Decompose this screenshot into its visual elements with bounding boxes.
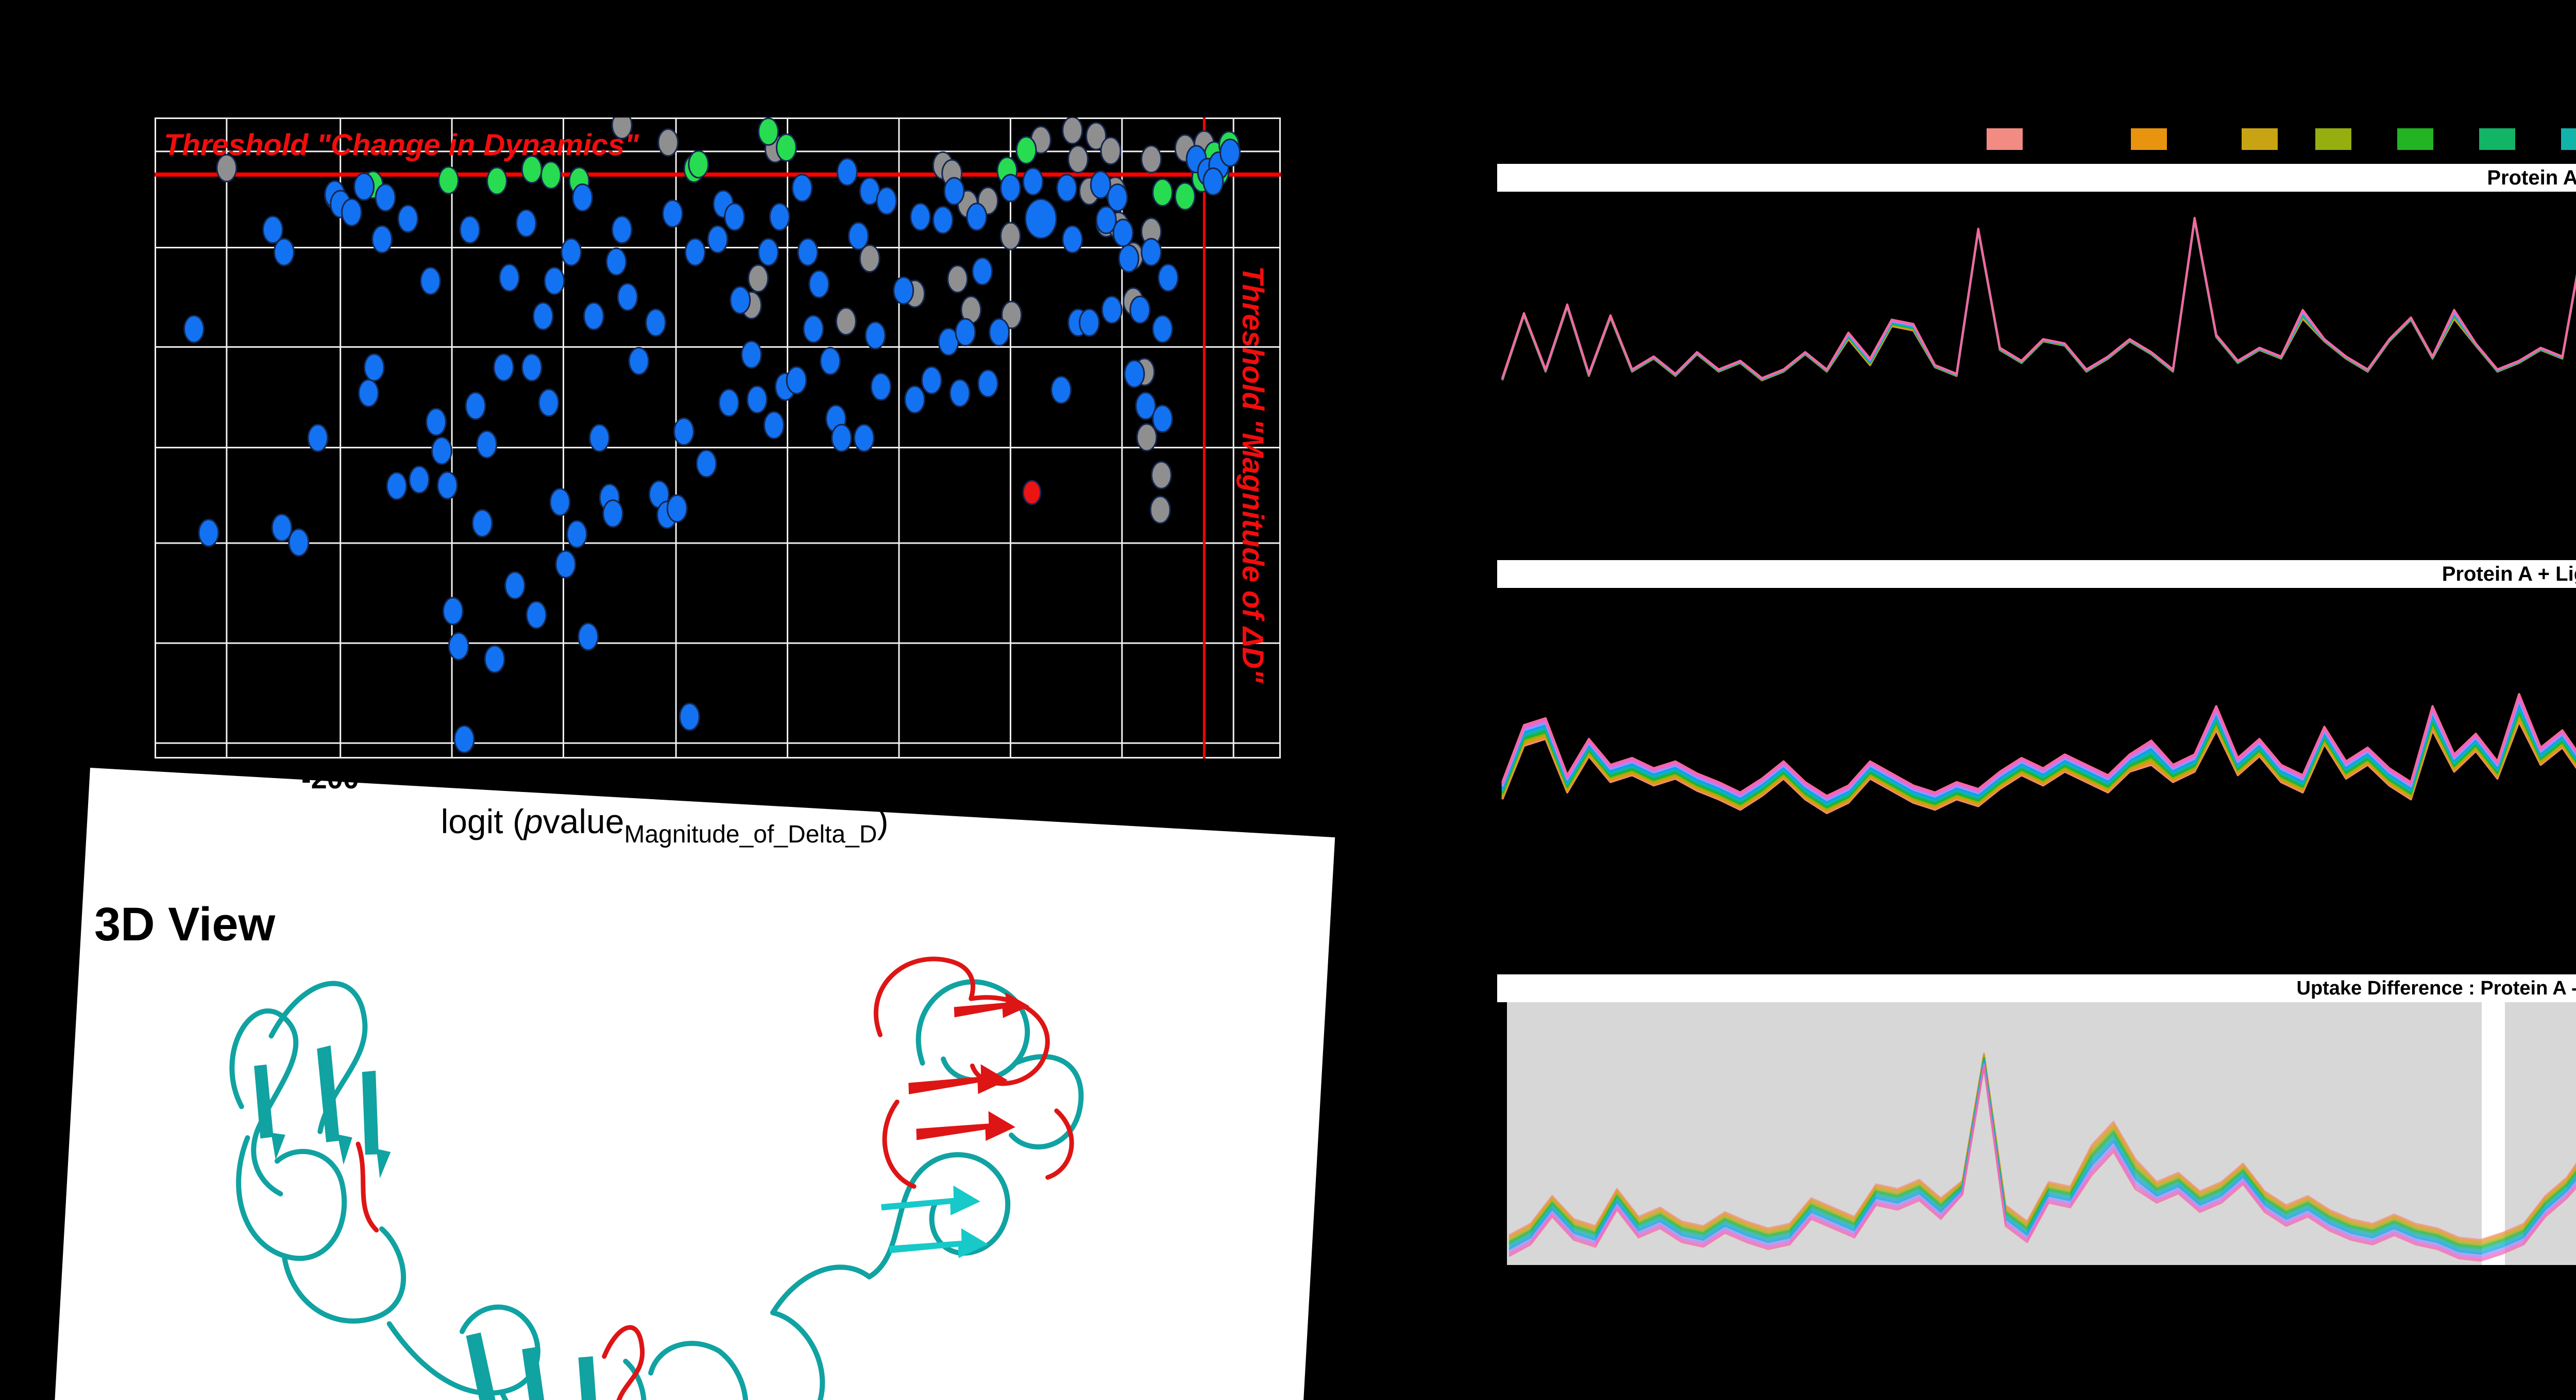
timepoint-swatch-5 — [2397, 128, 2433, 150]
chart-title-protein-a: Protein A — [1497, 164, 2576, 192]
volcano-plot — [155, 117, 1281, 758]
volcano-xtick: -100 — [531, 762, 589, 795]
uptake-difference-chart — [1507, 1002, 2576, 1265]
timepoint-swatch-1 — [1987, 128, 2023, 150]
uptake-chart-protein-a — [1501, 216, 2576, 381]
volcano-xtick: -200 — [301, 762, 360, 795]
timepoint-swatch-2 — [2131, 128, 2167, 150]
chart-title-uptake-difference: Uptake Difference : Protein A - (Protein… — [1497, 974, 2576, 1002]
view3d-title: 3D View — [94, 898, 276, 951]
view3d-panel — [49, 768, 1335, 1400]
timepoint-swatch-3 — [2242, 128, 2278, 150]
threshold-change-dynamics-label: Threshold "Change in Dynamics" — [164, 128, 639, 162]
timepoint-swatch-7 — [2561, 128, 2576, 150]
timepoint-swatch-6 — [2479, 128, 2515, 150]
timepoint-legend — [1497, 128, 2576, 151]
protein-ribbon-structure — [229, 956, 1084, 1400]
chart-title-protein-a-ligand: Protein A + Ligand — [1497, 560, 2576, 588]
threshold-magnitude-label: Threshold "Magnitude of ΔD" — [1236, 266, 1269, 683]
volcano-xaxis-label: logit (pvalueMagnitude_of_Delta_D) — [440, 802, 889, 848]
timepoint-swatch-4 — [2315, 128, 2351, 150]
uptake-chart-protein-a-ligand — [1501, 693, 2576, 815]
